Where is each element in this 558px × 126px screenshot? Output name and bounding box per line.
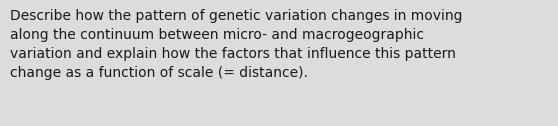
Text: Describe how the pattern of genetic variation changes in moving
along the contin: Describe how the pattern of genetic vari…	[10, 9, 463, 80]
